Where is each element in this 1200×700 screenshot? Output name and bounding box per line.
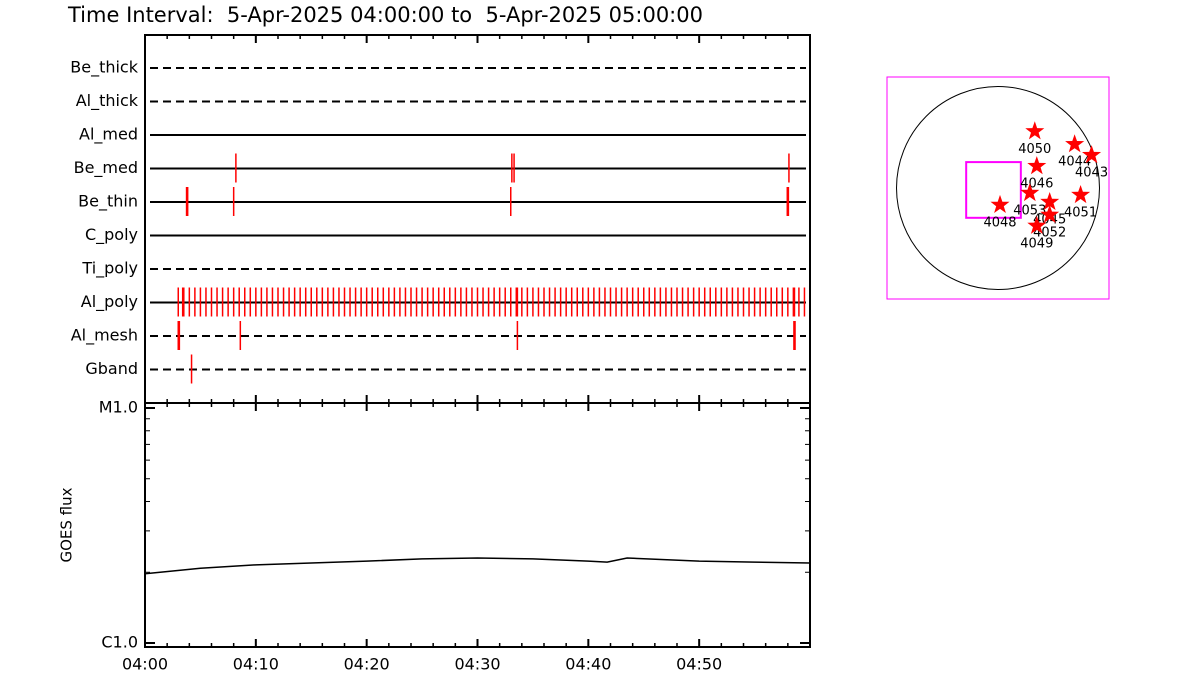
goes-curve bbox=[144, 557, 811, 575]
region-label: 4053 bbox=[1013, 203, 1046, 218]
solar-limb bbox=[896, 86, 1100, 290]
x-tick-label: 04:50 bbox=[676, 655, 722, 674]
y-tick-label: C1.0 bbox=[101, 633, 138, 652]
region-label: 4049 bbox=[1020, 236, 1053, 251]
filter-label: Al_poly bbox=[81, 292, 138, 312]
region-label: 4048 bbox=[983, 215, 1016, 230]
region-label: 4046 bbox=[1020, 177, 1053, 192]
x-tick-label: 04:10 bbox=[233, 655, 279, 674]
timeline-frame bbox=[144, 34, 811, 404]
goes-ylabel: GOES flux bbox=[58, 487, 76, 562]
active-region bbox=[1027, 156, 1047, 175]
active-region bbox=[990, 194, 1010, 213]
goes-frame bbox=[144, 402, 811, 648]
y-tick-label: M1.0 bbox=[99, 398, 138, 417]
active-region bbox=[1065, 134, 1085, 153]
region-label: 4050 bbox=[1018, 142, 1051, 157]
title: Time Interval: 5-Apr-2025 04:00:00 to 5-… bbox=[67, 3, 703, 27]
filter-label: Ti_poly bbox=[81, 259, 138, 279]
x-tick-label: 04:30 bbox=[454, 655, 500, 674]
region-label: 4043 bbox=[1075, 166, 1108, 181]
filter-label: Be_thin bbox=[78, 192, 138, 212]
active-region bbox=[1020, 183, 1040, 202]
map-frame bbox=[886, 76, 1110, 300]
region-label: 4051 bbox=[1064, 205, 1097, 220]
active-region bbox=[1082, 145, 1102, 164]
active-region bbox=[1040, 204, 1060, 223]
filter-label: Gband bbox=[85, 359, 138, 378]
filter-label: Al_thick bbox=[76, 91, 139, 111]
filter-label: C_poly bbox=[85, 225, 138, 245]
x-tick-label: 04:40 bbox=[565, 655, 611, 674]
filter-label: Be_med bbox=[74, 158, 138, 178]
filter-label: Al_med bbox=[79, 125, 138, 145]
active-region bbox=[1027, 215, 1047, 234]
region-label: 4044 bbox=[1058, 155, 1091, 170]
filter-label: Be_thick bbox=[70, 58, 138, 78]
active-region bbox=[1025, 121, 1045, 140]
region-label: 4052 bbox=[1033, 225, 1066, 240]
x-tick-label: 04:20 bbox=[344, 655, 390, 674]
active-region bbox=[1071, 185, 1091, 204]
active-region bbox=[1040, 192, 1060, 210]
x-tick-label: 04:00 bbox=[122, 655, 168, 674]
filter-label: Al_mesh bbox=[71, 326, 138, 346]
